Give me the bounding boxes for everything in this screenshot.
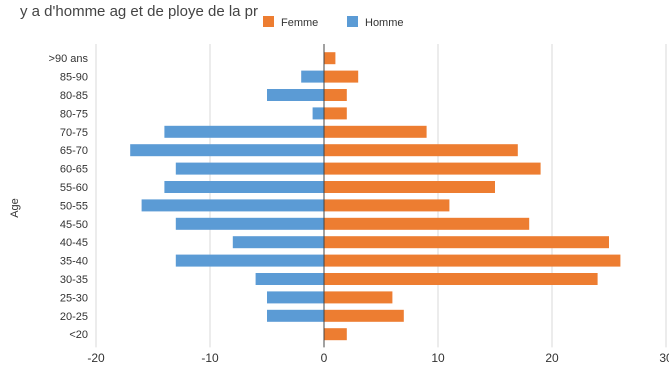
bar-homme	[232, 236, 324, 249]
x-tick-label: 10	[431, 351, 445, 365]
bar-femme	[324, 89, 347, 101]
bar-homme	[164, 181, 324, 193]
bar-femme	[324, 52, 336, 65]
bar-homme	[130, 144, 324, 157]
bar-homme	[255, 273, 324, 285]
x-tick-label: 0	[321, 351, 328, 365]
bar-femme	[324, 162, 541, 175]
x-tick-labels: -20 -10 0 10 20 30	[87, 351, 669, 365]
bar-femme	[324, 309, 404, 322]
bar-femme	[324, 181, 495, 193]
bar-femme	[324, 291, 393, 304]
bar-femme	[324, 70, 359, 83]
bar-femme	[324, 144, 518, 157]
category-label: 35-40	[60, 256, 88, 268]
x-tick-label: -10	[201, 351, 219, 365]
legend-swatch-homme	[347, 16, 358, 27]
bar-homme	[267, 89, 324, 101]
bar-homme	[267, 309, 324, 322]
chart-title: y a d'homme ag et de ploye de la pr	[20, 3, 258, 20]
bar-homme	[164, 125, 324, 138]
bar-femme	[324, 273, 598, 285]
bar-femme	[324, 199, 450, 212]
bar-femme	[324, 254, 621, 267]
bar-femme	[324, 236, 609, 249]
category-label: 50-55	[60, 200, 88, 212]
category-label: 80-75	[60, 108, 88, 120]
bar-homme	[175, 162, 324, 175]
bars	[130, 52, 621, 341]
bar-homme	[301, 70, 324, 83]
bar-femme	[324, 125, 427, 138]
category-label: 80-85	[60, 90, 88, 102]
y-axis-label: Age	[9, 198, 21, 218]
category-label: 65-70	[60, 145, 88, 157]
category-labels: >90 ans 85-90 80-85 80-75 70-75 65-70 60-65 55-…	[49, 53, 89, 341]
category-label: 45-50	[60, 219, 88, 231]
category-label: 55-60	[60, 182, 88, 194]
bar-homme	[312, 107, 324, 120]
bar-femme	[324, 107, 347, 120]
legend: Femme Homme	[263, 16, 404, 29]
category-label: 20-25	[60, 311, 88, 323]
legend-swatch-femme	[263, 16, 274, 27]
category-label: 30-35	[60, 274, 88, 286]
bar-homme	[175, 217, 324, 230]
category-label: 40-45	[60, 237, 88, 249]
legend-label-femme: Femme	[281, 17, 318, 29]
category-label: 60-65	[60, 164, 88, 176]
x-tick-label: -20	[87, 351, 105, 365]
x-tick-label: 20	[545, 351, 559, 365]
bar-homme	[267, 291, 324, 304]
gridlines	[95, 44, 667, 348]
bar-femme	[324, 328, 347, 341]
category-label: 70-75	[60, 127, 88, 139]
category-label: >90 ans	[49, 53, 89, 65]
bar-femme	[324, 217, 530, 230]
category-label: 85-90	[60, 72, 88, 84]
legend-label-homme: Homme	[365, 17, 404, 29]
x-tick-label: 30	[659, 351, 669, 365]
bar-homme	[141, 199, 324, 212]
category-label: <20	[69, 329, 88, 341]
bar-homme	[175, 254, 324, 267]
category-label: 25-30	[60, 292, 88, 304]
